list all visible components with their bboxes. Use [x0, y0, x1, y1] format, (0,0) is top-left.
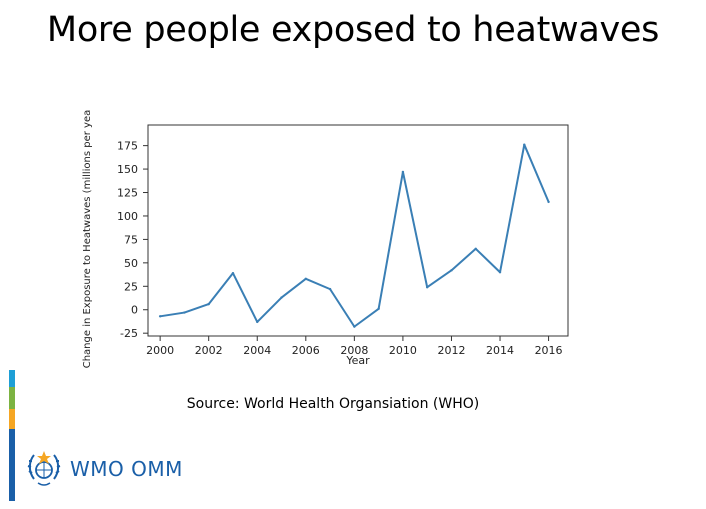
x-tick-label: 2002 [195, 344, 223, 357]
series-layer [158, 143, 550, 328]
plot-border [147, 124, 569, 337]
y-tick-label: 0 [131, 304, 138, 317]
x-axis-label: Year [345, 354, 370, 367]
y-tick-label: 50 [124, 257, 138, 270]
x-tick-label: 2006 [292, 344, 320, 357]
source-note: Source: World Health Organsiation (WHO) [186, 396, 480, 412]
data-point [474, 247, 477, 250]
data-point [231, 271, 235, 275]
y-tick-label: -25 [120, 327, 138, 340]
y-axis-ticks: -25 0 25 50 75 100 125 150 175 [117, 140, 148, 340]
x-tick-label: 2010 [389, 344, 417, 357]
x-tick-label: 2000 [146, 344, 174, 357]
data-point [207, 302, 210, 306]
wmo-emblem-icon [27, 451, 61, 486]
logo-text: WMO OMM [70, 457, 183, 481]
x-tick-label: 2008 [340, 344, 368, 357]
data-point [304, 277, 308, 280]
x-axis-ticks: 2000 2002 2004 2006 2008 2010 2012 2014 2016 [146, 336, 563, 357]
y-tick-label: 25 [124, 280, 138, 293]
data-point [328, 287, 332, 291]
side-strip-blue [9, 429, 15, 501]
data-point [523, 143, 526, 146]
data-point [280, 296, 283, 299]
data-point [498, 271, 502, 274]
y-tick-label: 125 [117, 187, 138, 200]
data-point [401, 170, 405, 174]
side-strip-green [9, 387, 15, 409]
data-point [425, 286, 429, 289]
series-line [159, 143, 550, 328]
y-tick-label: 75 [124, 233, 138, 246]
data-point [450, 269, 453, 272]
y-axis-label: Change in Exposure to Heatwaves (million… [82, 110, 93, 368]
data-point [353, 325, 356, 328]
y-tick-label: 100 [117, 210, 138, 223]
x-tick-label: 2004 [243, 344, 271, 357]
x-tick-label: 2012 [437, 344, 465, 357]
data-point [547, 200, 550, 204]
x-tick-label: 2016 [535, 344, 563, 357]
data-point [377, 307, 380, 311]
data-point [158, 315, 162, 318]
y-tick-label: 175 [117, 140, 138, 153]
plot-frame [147, 124, 569, 337]
side-strip-cyan [9, 370, 15, 387]
data-point [183, 311, 186, 314]
data-point [256, 320, 259, 324]
y-tick-label: 150 [117, 163, 138, 176]
x-tick-label: 2014 [486, 344, 514, 357]
slide-title: More people exposed to heatwaves [46, 10, 660, 50]
wmo-logo: WMO OMM [26, 446, 183, 492]
side-strip-orange [9, 409, 15, 429]
